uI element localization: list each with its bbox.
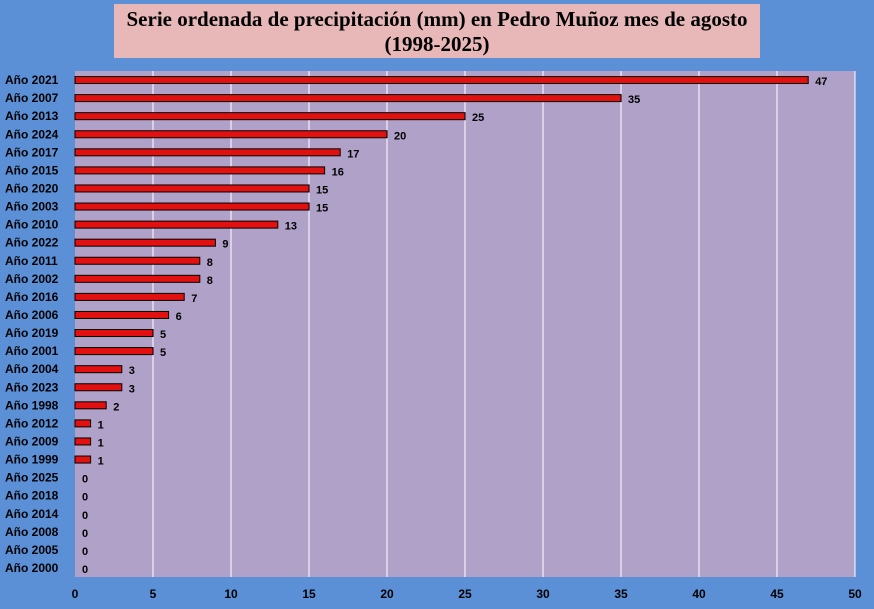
category-label: Año 2006 xyxy=(5,308,59,322)
data-label: 0 xyxy=(82,474,88,486)
x-tick-label: 35 xyxy=(614,587,628,601)
data-label: 5 xyxy=(160,347,166,359)
bar xyxy=(74,94,622,103)
category-label: Año 2018 xyxy=(5,489,59,503)
category-label: Año 2019 xyxy=(5,326,59,340)
category-label: Año 2012 xyxy=(5,416,59,430)
data-label: 15 xyxy=(316,203,328,215)
x-tick-label: 5 xyxy=(150,587,157,601)
data-label: 13 xyxy=(285,221,297,233)
x-tick-label: 50 xyxy=(848,587,862,601)
bar xyxy=(74,220,279,229)
category-label: Año 2016 xyxy=(5,290,59,304)
data-label: 15 xyxy=(316,184,328,196)
category-label: Año 2009 xyxy=(5,434,59,448)
category-label: Año 1998 xyxy=(5,398,59,412)
bar xyxy=(74,383,123,392)
data-label: 25 xyxy=(472,112,484,124)
chart-title: Serie ordenada de precipitación (mm) en … xyxy=(126,7,748,31)
data-label: 0 xyxy=(82,528,88,540)
x-tick-label: 15 xyxy=(302,587,316,601)
data-label: 3 xyxy=(129,365,135,377)
bar xyxy=(74,76,809,85)
bar xyxy=(74,310,170,319)
data-label: 5 xyxy=(160,329,166,341)
x-tick-label: 0 xyxy=(72,587,79,601)
bar xyxy=(74,401,107,410)
category-label: Año 2001 xyxy=(5,344,59,358)
bar xyxy=(74,455,92,464)
category-label: Año 2025 xyxy=(5,471,59,485)
category-label: Año 2000 xyxy=(5,561,59,575)
category-label: Año 2014 xyxy=(5,507,59,521)
category-label: Año 2010 xyxy=(5,218,59,232)
data-label: 16 xyxy=(332,166,344,178)
category-label: Año 2022 xyxy=(5,236,59,250)
bar xyxy=(74,112,466,121)
chart-subtitle: (1998-2025) xyxy=(384,32,490,56)
data-label: 20 xyxy=(394,130,406,142)
bar xyxy=(74,256,201,265)
category-label: Año 2008 xyxy=(5,525,59,539)
category-label: Año 2023 xyxy=(5,380,59,394)
bar xyxy=(74,419,92,428)
bar xyxy=(74,238,216,247)
data-label: 1 xyxy=(98,456,104,468)
bar xyxy=(74,329,154,338)
x-tick-label: 25 xyxy=(458,587,472,601)
data-label: 3 xyxy=(129,383,135,395)
category-label: Año 2013 xyxy=(5,109,59,123)
data-label: 0 xyxy=(82,546,88,558)
category-label: Año 2007 xyxy=(5,91,59,105)
data-label: 35 xyxy=(628,94,640,106)
x-tick-label: 45 xyxy=(770,587,784,601)
data-label: 0 xyxy=(82,492,88,504)
data-label: 0 xyxy=(82,564,88,576)
category-label: Año 2015 xyxy=(5,163,59,177)
bar xyxy=(74,274,201,283)
data-label: 47 xyxy=(815,76,827,88)
x-tick-label: 10 xyxy=(224,587,238,601)
data-label: 8 xyxy=(207,257,213,269)
data-label: 7 xyxy=(191,293,197,305)
x-tick-label: 30 xyxy=(536,587,550,601)
category-label: Año 2004 xyxy=(5,362,59,376)
bar xyxy=(74,347,154,356)
bar xyxy=(74,437,92,446)
data-label: 2 xyxy=(113,401,119,413)
category-label: Año 2011 xyxy=(5,254,58,268)
x-tick-label: 20 xyxy=(380,587,394,601)
data-label: 17 xyxy=(347,148,359,160)
data-label: 6 xyxy=(176,311,182,323)
data-label: 1 xyxy=(98,419,104,431)
bar xyxy=(74,166,326,175)
data-label: 9 xyxy=(222,239,228,251)
bar xyxy=(74,148,341,157)
category-label: Año 2021 xyxy=(5,73,59,87)
bar xyxy=(74,365,123,374)
data-label: 8 xyxy=(207,275,213,287)
category-label: Año 2020 xyxy=(5,181,59,195)
data-label: 0 xyxy=(82,510,88,522)
bar xyxy=(74,202,310,211)
bar xyxy=(74,130,388,139)
category-label: Año 2005 xyxy=(5,543,59,557)
category-label: Año 2003 xyxy=(5,200,59,214)
bar xyxy=(74,292,185,301)
category-label: Año 2017 xyxy=(5,145,59,159)
category-label: Año 1999 xyxy=(5,453,59,467)
chart-title-box: Serie ordenada de precipitación (mm) en … xyxy=(114,4,760,58)
x-tick-label: 40 xyxy=(692,587,706,601)
bar xyxy=(74,184,310,193)
data-label: 1 xyxy=(98,437,104,449)
category-label: Año 2002 xyxy=(5,272,59,286)
category-label: Año 2024 xyxy=(5,127,59,141)
